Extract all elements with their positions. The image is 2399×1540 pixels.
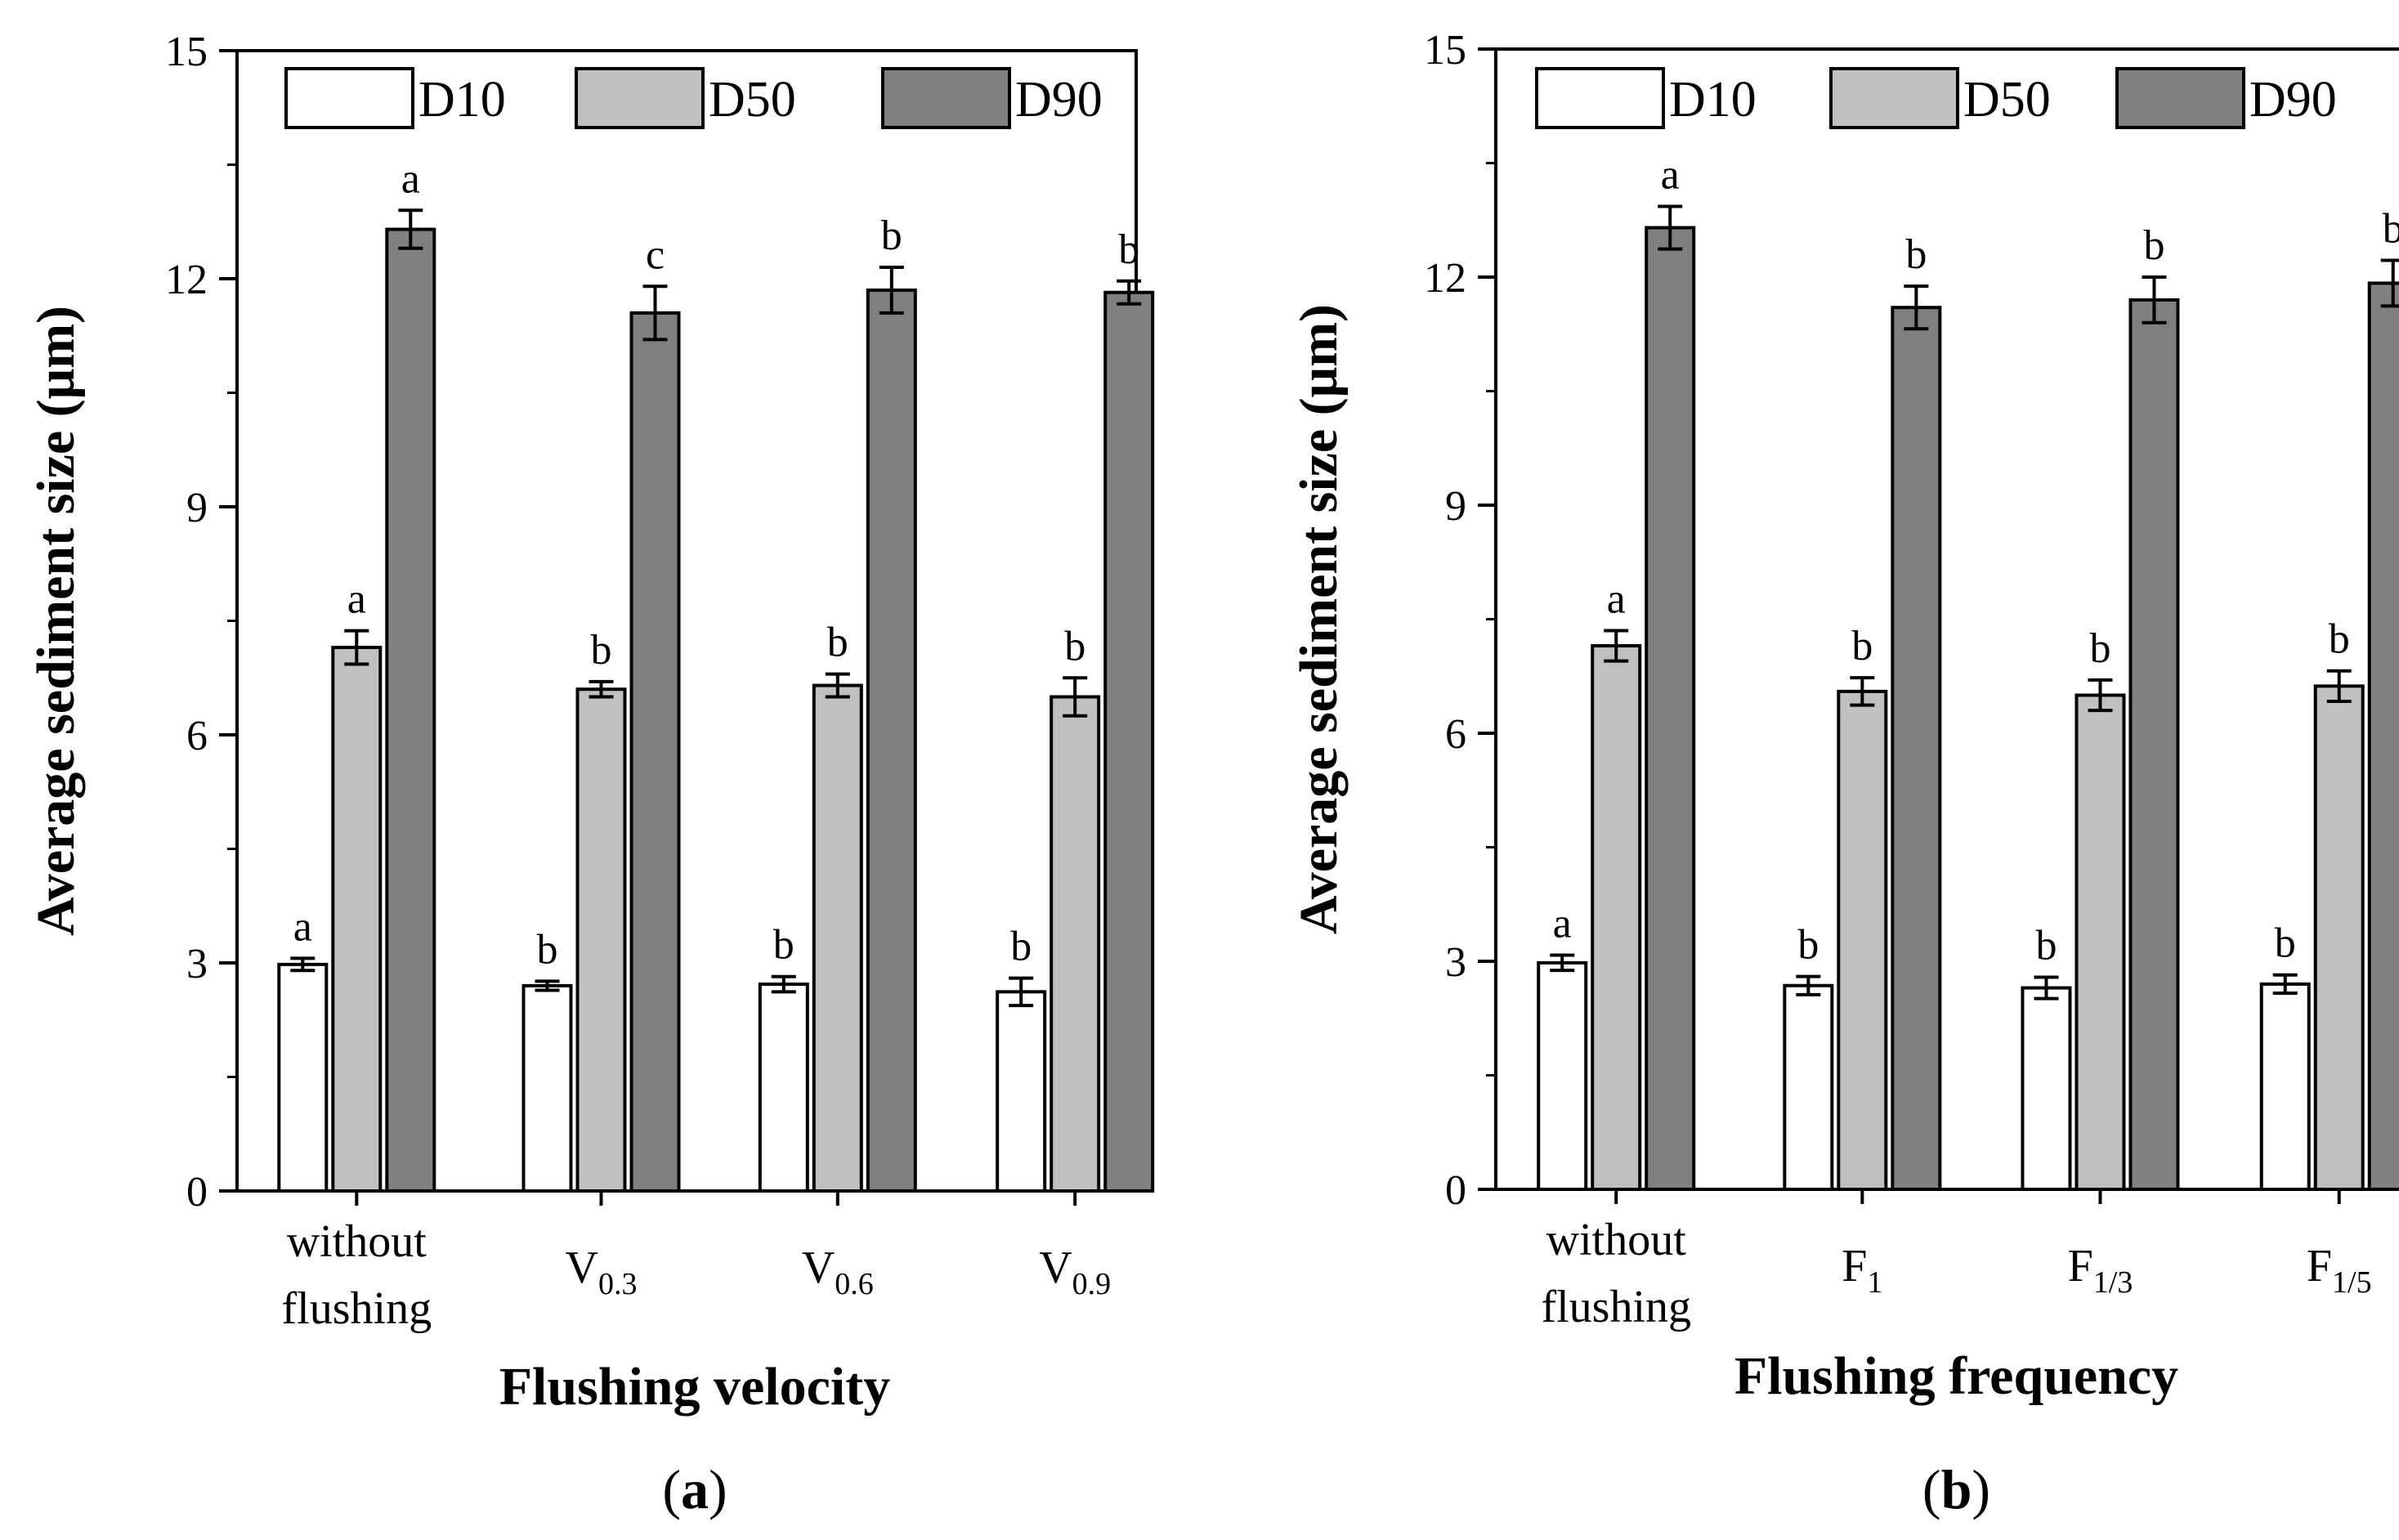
y-tick-label: 6: [186, 713, 208, 759]
bar-d50: [2313, 684, 2365, 1191]
panel-label: (a): [662, 1458, 727, 1520]
significance-letter: a: [1607, 575, 1626, 622]
significance-letter: b: [1118, 226, 1139, 273]
significance-letter: b: [1797, 922, 1819, 969]
significance-letter: a: [1553, 901, 1572, 947]
x-tick-label: without flushing: [282, 1216, 432, 1334]
legend-label-d10: D10: [1669, 72, 1757, 128]
significance-letter: b: [2035, 923, 2057, 969]
chart-panel-b: 0 3 6 9 12 15 Average sediment size (μm) a a a wit…: [1289, 27, 2399, 1520]
significance-letter: a: [1661, 152, 1680, 199]
significance-letter: b: [2383, 206, 2399, 253]
bar-d10: [758, 983, 809, 1193]
bar-d10: [1537, 960, 1588, 1191]
significance-letter: b: [537, 926, 558, 973]
bar-d10: [521, 983, 573, 1193]
bar-d90: [2128, 298, 2180, 1191]
bar-d90: [385, 227, 436, 1193]
bar-d10: [277, 962, 329, 1193]
significance-letter: b: [591, 627, 612, 674]
x-tick-label: F1: [1842, 1241, 1882, 1300]
y-tick-label: 6: [1445, 711, 1466, 758]
x-axis-title: Flushing frequency: [1734, 1346, 2178, 1406]
significance-letter: a: [293, 903, 312, 950]
y-tick-label: 12: [1424, 255, 1466, 302]
significance-letter: a: [347, 576, 366, 623]
bar-d90: [1103, 290, 1155, 1193]
legend-label-d90: D90: [2249, 72, 2337, 128]
significance-letter: b: [827, 620, 848, 666]
y-tick-label: 9: [1445, 483, 1466, 530]
bar-d90: [1645, 226, 1696, 1191]
y-axis-title: Average sediment size (μm): [26, 306, 86, 936]
significance-letter: c: [646, 231, 665, 278]
legend-label-d10: D10: [418, 72, 506, 128]
y-tick-label: 9: [186, 485, 208, 531]
bar-d10: [2021, 986, 2072, 1192]
x-tick-label: without flushing: [1541, 1215, 1691, 1332]
legend-swatch-d90: [881, 67, 1011, 129]
bar-d90: [2367, 281, 2399, 1192]
significance-letter: b: [881, 213, 902, 259]
y-tick-label: 15: [165, 29, 208, 75]
significance-letter: a: [401, 155, 420, 202]
y-tick-label: 15: [1424, 27, 1466, 74]
bar-d90: [866, 288, 917, 1193]
y-tick-label: 0: [1445, 1167, 1466, 1214]
significance-letter: b: [1010, 924, 1032, 970]
chart-panel-a: 0 3 6 9 12 15 Average sediment size (μm) a a a wit…: [26, 29, 1155, 1520]
significance-letter: b: [1905, 231, 1927, 278]
legend-swatch-d10: [1535, 67, 1665, 129]
legend-label-d50: D50: [1963, 72, 2051, 128]
significance-letter: b: [2275, 920, 2296, 967]
y-tick-label: 12: [165, 257, 208, 303]
x-tick-label: V0.9: [1039, 1242, 1111, 1301]
legend-swatch-d50: [1829, 67, 1959, 129]
bar-d50: [331, 646, 383, 1193]
legend-swatch-d10: [284, 67, 414, 129]
bar-d10: [1783, 983, 1834, 1192]
bar-d50: [1591, 644, 1642, 1191]
bar-d90: [1891, 306, 1942, 1192]
x-tick-label: F1/3: [2068, 1241, 2133, 1300]
legend-label-d90: D90: [1015, 72, 1103, 128]
x-tick-label: V0.3: [566, 1242, 638, 1301]
x-axis-title: Flushing velocity: [499, 1357, 891, 1417]
significance-letter: b: [2329, 616, 2350, 663]
legend-swatch-d50: [575, 67, 705, 129]
bar-d50: [1837, 689, 1888, 1191]
bar-d90: [629, 311, 681, 1193]
significance-letter: b: [2089, 625, 2110, 672]
bar-d50: [812, 683, 863, 1193]
significance-letter: b: [773, 922, 794, 969]
bar-d50: [1050, 695, 1101, 1193]
y-tick-label: 3: [1445, 939, 1466, 986]
bar-d50: [575, 687, 627, 1193]
y-tick-label: 3: [186, 941, 208, 987]
bar-d10: [2259, 982, 2311, 1192]
significance-letter: b: [1851, 623, 1873, 669]
y-tick-label: 0: [186, 1169, 208, 1215]
y-axis-title: Average sediment size (μm): [1289, 304, 1349, 934]
significance-letter: b: [2143, 222, 2164, 269]
x-tick-label: V0.6: [802, 1242, 874, 1301]
panel-label: (b): [1922, 1458, 1990, 1520]
legend-swatch-d90: [2115, 67, 2245, 129]
significance-letter: b: [1064, 623, 1085, 669]
x-tick-label: F1/5: [2307, 1241, 2372, 1300]
legend-label-d50: D50: [709, 72, 796, 128]
bar-d50: [2075, 693, 2126, 1191]
bar-d10: [996, 990, 1047, 1193]
